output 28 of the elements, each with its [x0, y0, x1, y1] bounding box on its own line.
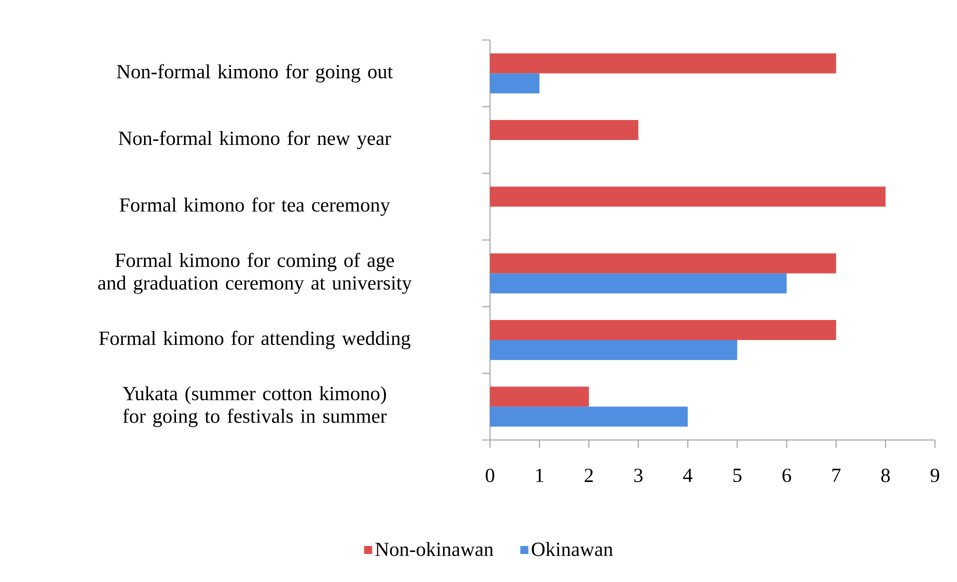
bar	[490, 340, 738, 360]
y-tick-label: Formal kimono for coming of age and graduation ceremony at university	[98, 252, 412, 294]
y-tick-label: Non-formal kimono for going out	[116, 64, 393, 83]
x-tick-label: 0	[486, 468, 494, 482]
bar	[490, 320, 836, 340]
bar	[490, 53, 836, 74]
bar	[490, 386, 589, 407]
x-tick-label: 8	[881, 468, 890, 482]
bar	[490, 73, 540, 94]
y-tick-label: Formal kimono for attending wedding	[99, 330, 410, 350]
x-tick-label: 9	[930, 468, 940, 482]
bar	[490, 406, 688, 427]
bar	[490, 186, 886, 207]
y-tick-label: Yukata (summer cotton kimono) for going to festivals in summer	[122, 386, 387, 428]
x-tick-label: 6	[782, 468, 792, 482]
legend-label: Non-okinawan	[375, 542, 494, 556]
x-tick-label: 3	[634, 468, 643, 482]
x-tick-label: 1	[536, 468, 544, 482]
x-tick-label: 7	[832, 468, 841, 482]
legend-label: Okinawan	[532, 542, 613, 556]
y-tick-label: Non-formal kimono for new year	[118, 130, 392, 150]
bar	[490, 120, 638, 140]
x-tick-label: 2	[584, 468, 593, 482]
x-tick-label: 4	[683, 468, 692, 482]
bar	[490, 273, 787, 294]
y-tick-label: Formal kimono for tea ceremony	[120, 197, 390, 216]
x-tick-label: 5	[733, 468, 742, 482]
bar	[490, 253, 836, 274]
